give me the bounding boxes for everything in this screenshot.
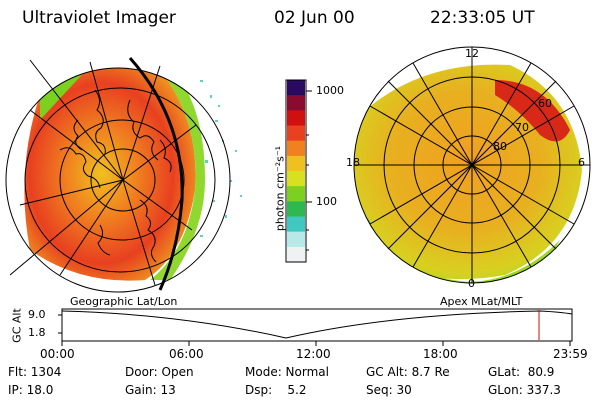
colorbar-segment bbox=[287, 246, 305, 263]
sequence-number: Seq: 30 bbox=[366, 383, 412, 397]
colorbar-segment bbox=[287, 171, 305, 187]
right-map-caption: Apex MLat/MLT bbox=[440, 295, 523, 308]
geo-longitude: GLon: 337.3 bbox=[488, 383, 561, 397]
apex-map bbox=[353, 46, 591, 284]
time-tick-1800: 18:00 bbox=[423, 347, 458, 361]
colorbar-segment bbox=[287, 110, 305, 126]
colorbar-label: photon cm⁻²s⁻¹ bbox=[273, 145, 287, 232]
mlt-label-6: 6 bbox=[578, 156, 585, 169]
dsp-value: Dsp: 5.2 bbox=[245, 383, 307, 397]
altitude-plot bbox=[58, 308, 573, 346]
flight-number: Flt: 1304 bbox=[8, 365, 62, 379]
altitude-ytick-low: 1.8 bbox=[28, 326, 46, 339]
noise-speckle bbox=[200, 80, 242, 237]
door-status: Door: Open bbox=[125, 365, 194, 379]
mlt-label-18: 18 bbox=[346, 156, 360, 169]
mlat-label-80: 80 bbox=[493, 140, 507, 153]
gain-value: Gain: 13 bbox=[125, 383, 176, 397]
ip-value: IP: 18.0 bbox=[8, 383, 54, 397]
colorbar-segment bbox=[287, 186, 305, 202]
time-tick-0000: 00:00 bbox=[40, 347, 75, 361]
colorbar-segment bbox=[287, 140, 305, 157]
colorbar-segment bbox=[287, 155, 305, 172]
colorbar-segment bbox=[287, 95, 305, 111]
geo-latitude: GLat: 80.9 bbox=[488, 365, 555, 379]
mode-status: Mode: Normal bbox=[245, 365, 329, 379]
gc-altitude: GC Alt: 8.7 Re bbox=[366, 365, 450, 379]
colorbar-segment bbox=[287, 125, 305, 142]
left-map-caption: Geographic Lat/Lon bbox=[70, 295, 178, 308]
header-time: 22:33:05 UT bbox=[430, 8, 535, 28]
colorbar-tick-100: 100 bbox=[316, 195, 337, 208]
time-tick-1200: 12:00 bbox=[296, 347, 331, 361]
colorbar-tick-1000: 1000 bbox=[316, 84, 344, 97]
time-tick-2359: 23:59 bbox=[553, 347, 588, 361]
colorbar-segment bbox=[287, 216, 305, 233]
app-title: Ultraviolet Imager bbox=[22, 8, 176, 28]
mlt-label-0: 0 bbox=[468, 277, 475, 290]
header-date: 02 Jun 00 bbox=[274, 8, 355, 28]
colorbar-segment bbox=[287, 201, 305, 217]
altitude-ylabel: GC Alt bbox=[10, 308, 24, 343]
color-bar bbox=[285, 79, 312, 263]
mlat-label-70: 70 bbox=[515, 121, 529, 134]
colorbar-segment bbox=[287, 80, 305, 96]
colorbar-segment bbox=[287, 231, 305, 248]
time-tick-0600: 06:00 bbox=[169, 347, 204, 361]
mlt-label-12: 12 bbox=[465, 47, 479, 60]
mlat-label-60: 60 bbox=[538, 97, 552, 110]
altitude-ytick-high: 9.0 bbox=[28, 308, 46, 321]
altitude-curve bbox=[61, 310, 573, 339]
geographic-map bbox=[5, 57, 242, 293]
